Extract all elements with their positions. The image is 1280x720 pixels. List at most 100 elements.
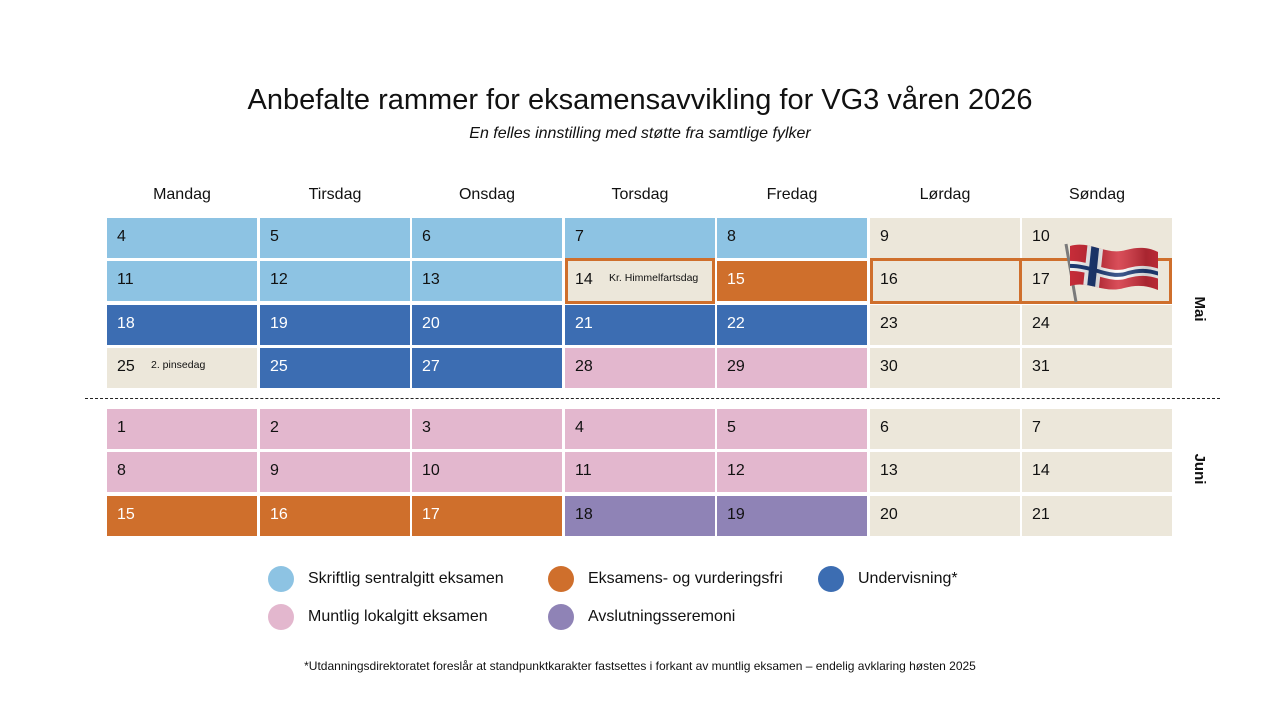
day-header: Onsdag bbox=[458, 186, 516, 203]
day-number: 2 bbox=[270, 419, 279, 436]
day-number: 16 bbox=[880, 271, 898, 288]
day-number: 13 bbox=[880, 462, 898, 479]
legend-label: Avslutningsseremoni bbox=[588, 608, 736, 625]
calendar-cell: 11 bbox=[565, 452, 715, 492]
calendar-cell: 23 bbox=[870, 305, 1020, 345]
day-number: 10 bbox=[422, 462, 440, 479]
legend-dot-skriftlig bbox=[268, 566, 294, 592]
calendar-cell: 29 bbox=[717, 348, 867, 388]
calendar-cell: 15 bbox=[717, 261, 867, 301]
day-number: 13 bbox=[422, 271, 440, 288]
calendar-cell: 6 bbox=[412, 218, 562, 258]
day-number: 22 bbox=[727, 315, 745, 332]
calendar-cell: 20 bbox=[870, 496, 1020, 536]
day-number: 12 bbox=[270, 271, 288, 288]
calendar-cell: 3 bbox=[412, 409, 562, 449]
calendar-cell: 11 bbox=[107, 261, 257, 301]
footnote: *Utdanningsdirektoratet foreslår at stan… bbox=[304, 659, 976, 673]
day-number: 21 bbox=[575, 315, 593, 332]
calendar-cell: 7 bbox=[565, 218, 715, 258]
day-number: 21 bbox=[1032, 506, 1050, 523]
page-title: Anbefalte rammer for eksamensavvikling f… bbox=[247, 84, 1033, 116]
calendar-cell: 8 bbox=[717, 218, 867, 258]
calendar-cell: 17 bbox=[412, 496, 562, 536]
day-number: 20 bbox=[880, 506, 898, 523]
legend-label: Skriftlig sentralgitt eksamen bbox=[308, 570, 504, 587]
day-number: 6 bbox=[422, 228, 431, 245]
calendar-cell: 27 bbox=[412, 348, 562, 388]
calendar-cell: 6 bbox=[870, 409, 1020, 449]
day-number: 10 bbox=[1032, 228, 1050, 245]
day-number: 19 bbox=[270, 315, 288, 332]
day-number: 8 bbox=[727, 228, 736, 245]
day-number: 25 bbox=[117, 358, 135, 375]
calendar-cell: 24 bbox=[1022, 305, 1172, 345]
day-number: 4 bbox=[117, 228, 126, 245]
calendar-cell: 25 2. pinsedag bbox=[107, 348, 257, 388]
day-number: 17 bbox=[422, 506, 440, 523]
day-number: 16 bbox=[270, 506, 288, 523]
day-header: Lørdag bbox=[919, 186, 971, 203]
calendar-cell: 18 bbox=[565, 496, 715, 536]
month-divider bbox=[85, 398, 1220, 399]
calendar-cell: 30 bbox=[870, 348, 1020, 388]
day-number: 7 bbox=[575, 228, 584, 245]
day-number: 30 bbox=[880, 358, 898, 375]
calendar-cell: 14 Kr. Himmelfartsdag bbox=[565, 261, 715, 301]
legend-label: Eksamens- og vurderingsfri bbox=[588, 570, 783, 587]
month-label-may: Mai bbox=[1191, 296, 1208, 322]
calendar-cell: 16 bbox=[260, 496, 410, 536]
day-number: 1 bbox=[117, 419, 126, 436]
calendar-cell: 18 bbox=[107, 305, 257, 345]
day-number: 18 bbox=[117, 315, 135, 332]
calendar-cell: 28 bbox=[565, 348, 715, 388]
calendar-cell: 12 bbox=[260, 261, 410, 301]
calendar-cell: 5 bbox=[260, 218, 410, 258]
day-number: 5 bbox=[727, 419, 736, 436]
day-number: 17 bbox=[1032, 271, 1050, 288]
day-number: 18 bbox=[575, 506, 593, 523]
calendar-cell: 21 bbox=[565, 305, 715, 345]
calendar-cell: 14 bbox=[1022, 452, 1172, 492]
calendar-cell: 16 bbox=[870, 261, 1020, 301]
calendar-cell: 21 bbox=[1022, 496, 1172, 536]
day-number: 7 bbox=[1032, 419, 1041, 436]
day-number: 15 bbox=[117, 506, 135, 523]
day-number: 9 bbox=[880, 228, 889, 245]
day-number: 8 bbox=[117, 462, 126, 479]
month-label-june: Juni bbox=[1191, 453, 1208, 485]
calendar-cell: 20 bbox=[412, 305, 562, 345]
day-number: 29 bbox=[727, 358, 745, 375]
calendar-cell: 13 bbox=[412, 261, 562, 301]
page-subtitle: En felles innstilling med støtte fra sam… bbox=[469, 125, 811, 142]
calendar-cell: 19 bbox=[260, 305, 410, 345]
legend-dot-avslutning bbox=[548, 604, 574, 630]
day-number: 12 bbox=[727, 462, 745, 479]
calendar-cell: 25 bbox=[260, 348, 410, 388]
calendar-cell: 1 bbox=[107, 409, 257, 449]
day-number: 28 bbox=[575, 358, 593, 375]
legend-dot-undervisning bbox=[818, 566, 844, 592]
day-header: Søndag bbox=[1068, 186, 1126, 203]
calendar-cell: 31 bbox=[1022, 348, 1172, 388]
day-number: 6 bbox=[880, 419, 889, 436]
calendar-cell: 15 bbox=[107, 496, 257, 536]
calendar-cell: 13 bbox=[870, 452, 1020, 492]
calendar-cell: 19 bbox=[717, 496, 867, 536]
day-number: 14 bbox=[575, 271, 593, 288]
legend-dot-fri bbox=[548, 566, 574, 592]
norwegian-flag-icon bbox=[1064, 243, 1158, 303]
calendar-cell: 4 bbox=[565, 409, 715, 449]
day-header: Torsdag bbox=[611, 186, 669, 203]
calendar-cell: 10 bbox=[412, 452, 562, 492]
day-number: 19 bbox=[727, 506, 745, 523]
highlight-frame-thursday bbox=[565, 258, 715, 304]
day-number: 27 bbox=[422, 358, 440, 375]
calendar-cell: 4 bbox=[107, 218, 257, 258]
day-number: 5 bbox=[270, 228, 279, 245]
day-number: 15 bbox=[727, 271, 745, 288]
calendar-cell: 22 bbox=[717, 305, 867, 345]
calendar-cell: 7 bbox=[1022, 409, 1172, 449]
day-number: 31 bbox=[1032, 358, 1050, 375]
day-number: 24 bbox=[1032, 315, 1050, 332]
